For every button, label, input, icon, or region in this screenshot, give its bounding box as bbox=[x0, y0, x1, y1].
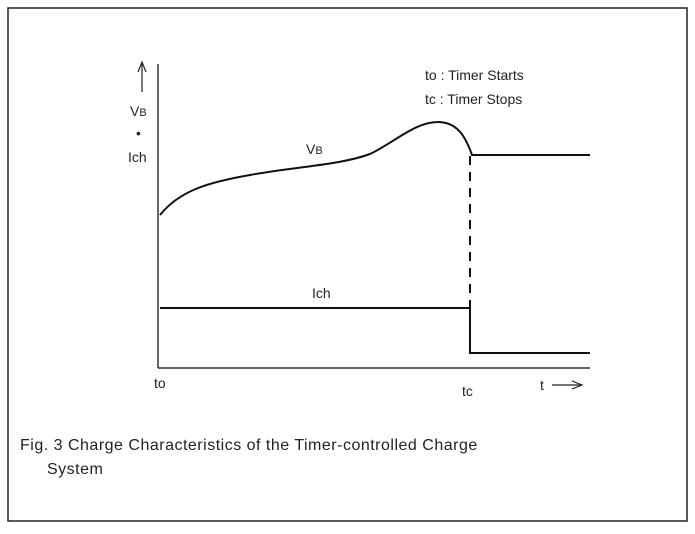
x-label-start: to bbox=[154, 375, 166, 391]
y-label-i: Ich bbox=[128, 149, 147, 165]
y-arrow-head bbox=[137, 60, 147, 73]
ich-label: Ich bbox=[312, 285, 331, 301]
caption-line: Fig. 3 Charge Characteristics of the Tim… bbox=[20, 437, 478, 454]
y-label-v: VB bbox=[130, 103, 147, 119]
vb-base: V bbox=[306, 141, 316, 157]
x-label-stop: tc bbox=[462, 383, 473, 399]
x-label-t: t bbox=[540, 377, 544, 393]
legend-line: to : Timer Starts bbox=[425, 67, 524, 83]
vb-sub: B bbox=[315, 145, 322, 157]
vb-label: VB bbox=[306, 141, 323, 157]
x-arrow-head bbox=[571, 380, 584, 390]
caption-line: System bbox=[47, 461, 103, 478]
v-base: V bbox=[130, 103, 140, 119]
vb-curve bbox=[159, 120, 590, 216]
frame bbox=[7, 7, 688, 522]
v-sub: B bbox=[139, 107, 146, 119]
y-dot: • bbox=[136, 125, 141, 141]
legend-line: tc : Timer Stops bbox=[425, 91, 522, 107]
ich-curve bbox=[160, 307, 590, 354]
